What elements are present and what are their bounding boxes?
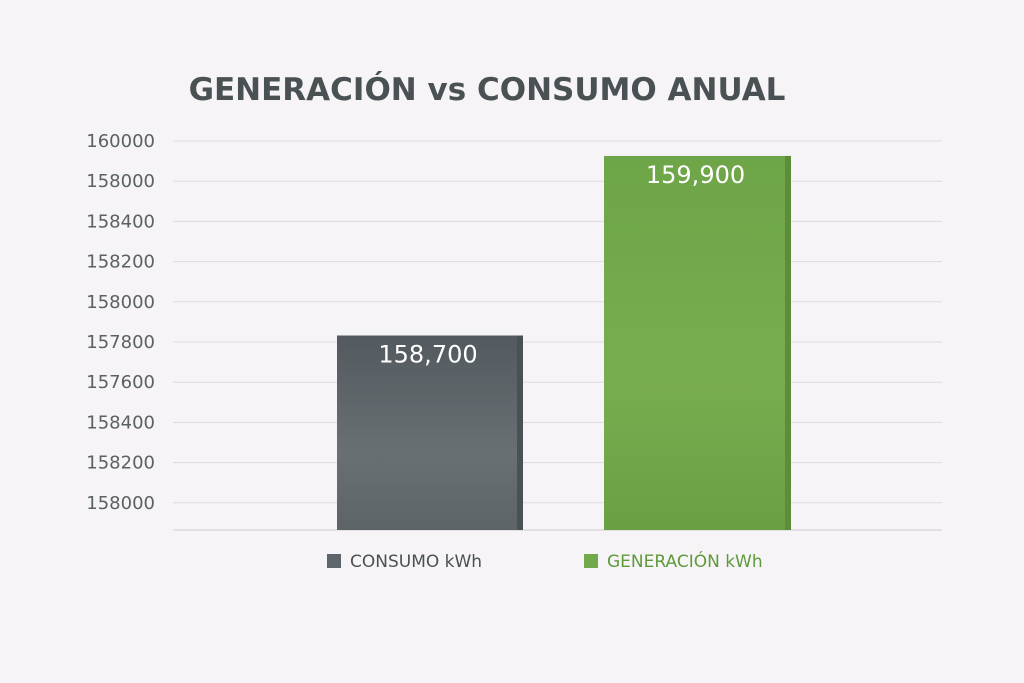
y-tick-label: 158000 (86, 493, 155, 514)
bar-consumo-edge (517, 335, 523, 530)
y-tick-label: 157800 (86, 332, 155, 353)
y-tick-label: 160000 (86, 131, 155, 152)
y-tick-label: 157600 (86, 372, 155, 393)
legend: CONSUMO kWh GENERACIÓN kWh (327, 550, 763, 572)
grid-layer (173, 140, 942, 531)
y-tick-label: 158000 (86, 171, 155, 192)
y-axis-ticks: 160000 158000 158400 158200 158000 157800 1576… (86, 131, 155, 514)
legend-label-consumo: CONSUMO kWh (350, 552, 482, 572)
value-labels: 158,700 159,900 (378, 161, 745, 369)
y-tick-label: 158400 (86, 412, 155, 433)
legend-swatch-consumo (327, 554, 341, 568)
bar-generacion (604, 155, 791, 530)
value-label-generacion: 159,900 (646, 161, 745, 189)
y-tick-label: 158200 (86, 453, 155, 474)
bar-generacion-edge (785, 155, 791, 530)
legend-label-generacion: GENERACIÓN kWh (607, 550, 763, 572)
y-tick-label: 158400 (86, 211, 155, 232)
chart-title: GENERACIÓN vs CONSUMO ANUAL (189, 71, 786, 108)
value-label-consumo: 158,700 (378, 341, 477, 369)
bars (337, 155, 791, 530)
y-tick-label: 158200 (86, 252, 155, 273)
legend-swatch-generacion (584, 554, 598, 568)
bar-consumo (337, 335, 523, 530)
y-tick-label: 158000 (86, 292, 155, 313)
